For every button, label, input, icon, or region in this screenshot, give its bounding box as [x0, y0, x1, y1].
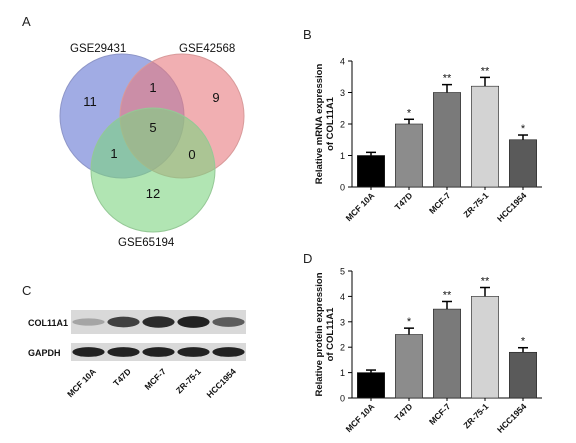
- y-tick-label: 0: [340, 183, 345, 193]
- panel-label-c: C: [22, 283, 32, 298]
- y-tick-label: 1: [340, 368, 345, 378]
- bar: [395, 334, 423, 399]
- significance-label: **: [443, 289, 452, 301]
- y-tick-label: 3: [340, 88, 345, 98]
- y-axis-label: Relative mRNA expressionof COL11A1: [314, 64, 336, 185]
- western-blot: COL11A1 GAPDH MCF 10A T47D MCF-7 ZR-75-1 HCC…: [28, 310, 246, 400]
- significance-label: *: [407, 107, 412, 119]
- significance-label: **: [443, 73, 452, 85]
- bar: [471, 296, 499, 399]
- blot-band: [72, 318, 105, 326]
- bar: [509, 351, 537, 399]
- significance-label: **: [481, 65, 490, 77]
- venn-circle-gse65194: [90, 107, 216, 233]
- venn-count-only-1: 11: [83, 94, 97, 109]
- x-tick-label: MCF 10A: [344, 401, 377, 434]
- chart-b-mrna-expression: 0 1 2 3 4 Relative mRNA expressionof COL11A1 M…: [314, 57, 542, 224]
- y-tick-label: 0: [340, 394, 345, 404]
- venn-count-23: 0: [188, 147, 195, 162]
- chart-d-protein-expression: 0 1 2 3 4 5 Relative protein expressionof COL1…: [314, 267, 542, 435]
- x-tick-label: ZR-75-1: [461, 401, 490, 430]
- bar: [509, 139, 537, 188]
- y-tick-label: 2: [340, 120, 345, 130]
- y-tick-label: 1: [340, 151, 345, 161]
- bar: [471, 85, 499, 188]
- blot-lane-label: ZR-75-1: [174, 366, 203, 395]
- venn-count-13: 1: [110, 146, 117, 161]
- blot-band: [142, 316, 175, 328]
- x-tick-label: HCC1954: [495, 190, 529, 224]
- blot-band: [177, 347, 210, 357]
- venn-count-123: 5: [149, 120, 156, 135]
- venn-count-only-2: 9: [212, 90, 219, 105]
- blot-band: [177, 316, 210, 328]
- x-tick-label: T47D: [393, 401, 415, 423]
- x-tick-label: HCC1954: [495, 401, 529, 435]
- venn-diagram: GSE29431 GSE42568 GSE65194 11 9 12 1 1 0…: [59, 43, 245, 249]
- blot-band: [72, 347, 105, 357]
- panel-label-d: D: [303, 251, 313, 266]
- blot-lane-label: T47D: [111, 366, 133, 388]
- blot-row-label-gapdh: GAPDH: [28, 348, 61, 358]
- y-tick-label: 2: [340, 343, 345, 353]
- venn-set-label-2: GSE42568: [179, 43, 235, 55]
- blot-band: [107, 316, 140, 328]
- x-tick-label: MCF-7: [427, 190, 453, 216]
- blot-band: [142, 347, 175, 357]
- x-tick-label: ZR-75-1: [461, 190, 490, 219]
- venn-set-label-1: GSE29431: [70, 43, 126, 55]
- blot-band: [212, 347, 245, 357]
- bar: [433, 308, 461, 399]
- significance-label: *: [521, 336, 526, 348]
- x-tick-label: MCF-7: [427, 401, 453, 427]
- panel-label-b: B: [303, 27, 312, 42]
- blot-lane-label: MCF 10A: [65, 366, 98, 399]
- x-tick-label: MCF 10A: [344, 190, 377, 223]
- x-tick-label: T47D: [393, 190, 415, 212]
- blot-band: [212, 317, 245, 327]
- significance-label: *: [407, 316, 412, 328]
- bar: [395, 123, 423, 188]
- bar: [357, 155, 385, 188]
- blot-lane-label: MCF-7: [142, 366, 168, 392]
- venn-set-label-3: GSE65194: [118, 237, 175, 249]
- blot-band: [107, 347, 140, 357]
- y-tick-label: 3: [340, 317, 345, 327]
- panel-label-a: A: [22, 14, 31, 29]
- bar: [357, 372, 385, 399]
- blot-row-label-col11a1: COL11A1: [28, 318, 68, 328]
- significance-label: **: [481, 276, 490, 288]
- y-tick-label: 4: [340, 57, 345, 67]
- blot-lane-label: HCC1954: [204, 366, 238, 400]
- y-tick-label: 4: [340, 292, 345, 302]
- venn-count-12: 1: [149, 80, 156, 95]
- y-tick-label: 5: [340, 267, 345, 277]
- y-axis-label: Relative protein expressionof COL11A1: [314, 272, 336, 396]
- significance-label: *: [521, 123, 526, 135]
- venn-count-only-3: 12: [146, 186, 160, 201]
- bar: [433, 92, 461, 188]
